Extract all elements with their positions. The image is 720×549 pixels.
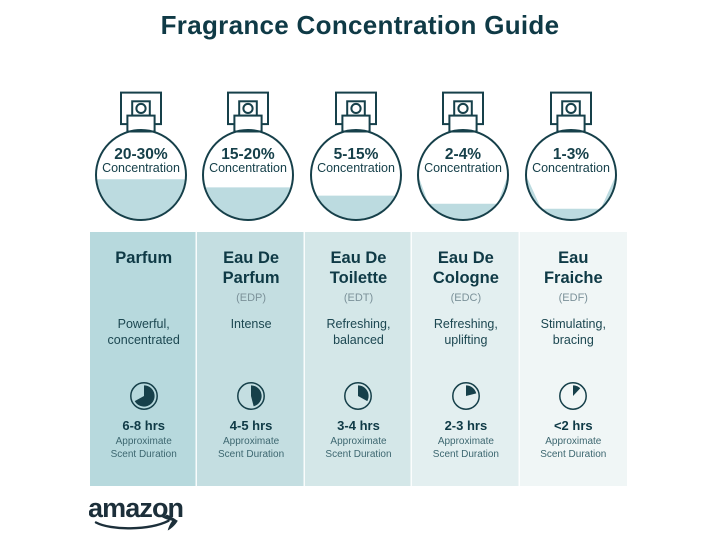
svg-text:Concentration: Concentration: [102, 161, 180, 175]
svg-text:Concentration: Concentration: [532, 161, 610, 175]
svg-text:Concentration: Concentration: [317, 161, 395, 175]
svg-text:Concentration: Concentration: [424, 161, 502, 175]
svg-text:Concentration: Concentration: [209, 161, 287, 175]
